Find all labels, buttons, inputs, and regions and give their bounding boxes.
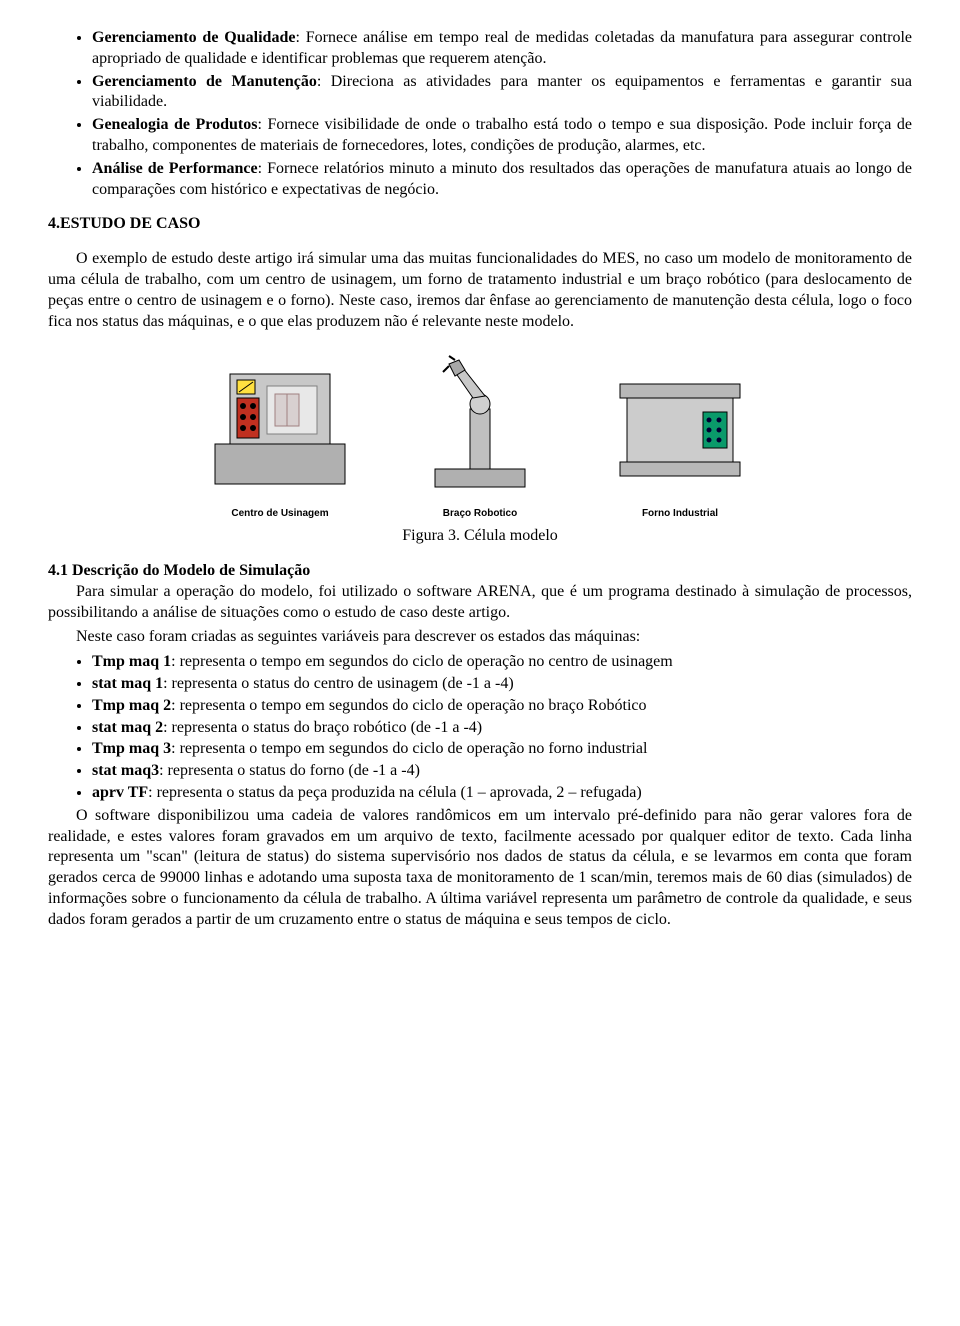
list-item: Gerenciamento de Qualidade: Fornece anál… xyxy=(92,28,912,70)
list-item: Tmp maq 2: representa o tempo em segundo… xyxy=(92,696,912,717)
list-item: Tmp maq 3: representa o tempo em segundo… xyxy=(92,739,912,760)
case-paragraph: O exemplo de estudo deste artigo irá sim… xyxy=(48,249,912,332)
term: Gerenciamento de Manutenção xyxy=(92,73,317,90)
usinagem-icon xyxy=(205,354,355,494)
desc: : representa o status do centro de usina… xyxy=(163,675,514,692)
list-item: stat maq 1: representa o status do centr… xyxy=(92,674,912,695)
list-item: Gerenciamento de Manutenção: Direciona a… xyxy=(92,72,912,114)
term: stat maq 1 xyxy=(92,675,163,692)
term: Análise de Performance xyxy=(92,160,258,177)
figure-label: Centro de Usinagem xyxy=(205,507,355,520)
desc: : representa o status do forno (de -1 a … xyxy=(159,762,420,779)
sim-paragraph-1: Para simular a operação do modelo, foi u… xyxy=(48,582,912,624)
term: Gerenciamento de Qualidade xyxy=(92,29,295,46)
term: aprv TF xyxy=(92,784,148,801)
term: Tmp maq 1 xyxy=(92,653,171,670)
figure-caption: Figura 3. Célula modelo xyxy=(48,526,912,547)
figure-item-usinagem: Centro de Usinagem xyxy=(205,354,355,520)
desc: : representa o tempo em segundos do cicl… xyxy=(171,653,673,670)
list-item: stat maq3: representa o status do forno … xyxy=(92,761,912,782)
list-item: stat maq 2: representa o status do braço… xyxy=(92,718,912,739)
list-item: Tmp maq 1: representa o tempo em segundo… xyxy=(92,652,912,673)
list-item: Genealogia de Produtos: Fornece visibili… xyxy=(92,115,912,157)
term: stat maq 2 xyxy=(92,719,163,736)
figure-3: Centro de Usinagem Braço Robotico xyxy=(48,354,912,547)
figure-item-forno: Forno Industrial xyxy=(605,354,755,520)
figure-label: Braço Robotico xyxy=(415,507,545,520)
figure-label: Forno Industrial xyxy=(605,507,755,520)
variables-list: Tmp maq 1: representa o tempo em segundo… xyxy=(48,652,912,804)
figure-item-robot: Braço Robotico xyxy=(415,354,545,520)
forno-icon xyxy=(605,354,755,494)
term: Genealogia de Produtos xyxy=(92,116,257,133)
sim-paragraph-2: Neste caso foram criadas as seguintes va… xyxy=(48,627,912,648)
concept-list: Gerenciamento de Qualidade: Fornece anál… xyxy=(48,28,912,200)
term: Tmp maq 2 xyxy=(92,697,171,714)
term: stat maq3 xyxy=(92,762,159,779)
subsection-heading: 4.1 Descrição do Modelo de Simulação xyxy=(48,561,912,582)
desc: : representa o tempo em segundos do cicl… xyxy=(171,740,647,757)
desc: : representa o status da peça produzida … xyxy=(148,784,642,801)
closing-paragraph: O software disponibilizou uma cadeia de … xyxy=(48,806,912,931)
term: Tmp maq 3 xyxy=(92,740,171,757)
list-item: aprv TF: representa o status da peça pro… xyxy=(92,783,912,804)
list-item: Análise de Performance: Fornece relatóri… xyxy=(92,159,912,201)
robot-icon xyxy=(415,354,545,494)
section-heading: 4.ESTUDO DE CASO xyxy=(48,214,912,235)
desc: : representa o status do braço robótico … xyxy=(163,719,482,736)
desc: : representa o tempo em segundos do cicl… xyxy=(171,697,646,714)
